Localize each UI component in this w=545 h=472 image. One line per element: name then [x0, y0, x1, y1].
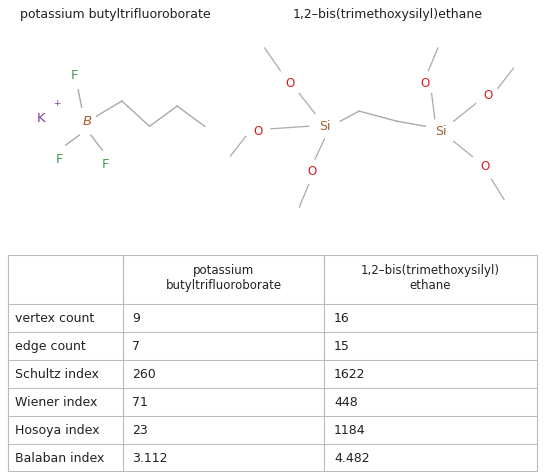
- Text: 9: 9: [132, 312, 140, 325]
- Text: O: O: [421, 77, 430, 90]
- Text: 448: 448: [334, 396, 358, 409]
- Text: 1,2–bis(trimethoxysilyl)ethane: 1,2–bis(trimethoxysilyl)ethane: [293, 8, 482, 21]
- Text: F: F: [102, 158, 110, 171]
- Text: F: F: [56, 152, 64, 166]
- Text: 23: 23: [132, 423, 148, 437]
- Text: Schultz index: Schultz index: [15, 368, 99, 380]
- Text: +: +: [53, 99, 60, 108]
- Text: vertex count: vertex count: [15, 312, 94, 325]
- Text: O: O: [254, 125, 263, 138]
- Text: 15: 15: [334, 339, 350, 353]
- Text: K: K: [37, 112, 46, 125]
- Text: Si: Si: [435, 125, 447, 138]
- Text: Hosoya index: Hosoya index: [15, 423, 99, 437]
- Text: Si: Si: [319, 120, 330, 133]
- Text: 260: 260: [132, 368, 156, 380]
- Text: 16: 16: [334, 312, 350, 325]
- Text: Wiener index: Wiener index: [15, 396, 97, 409]
- Text: edge count: edge count: [15, 339, 86, 353]
- Text: 1622: 1622: [334, 368, 366, 380]
- Text: 71: 71: [132, 396, 148, 409]
- Text: 7: 7: [132, 339, 141, 353]
- Text: O: O: [307, 165, 317, 178]
- Text: Balaban index: Balaban index: [15, 452, 104, 464]
- Text: B: B: [83, 115, 92, 128]
- Text: 4.482: 4.482: [334, 452, 370, 464]
- Text: O: O: [285, 77, 294, 90]
- Text: F: F: [71, 69, 78, 82]
- Text: potassium butyltrifluoroborate: potassium butyltrifluoroborate: [20, 8, 210, 21]
- Text: 1,2–bis(trimethoxysilyl)
ethane: 1,2–bis(trimethoxysilyl) ethane: [361, 264, 500, 292]
- Text: O: O: [483, 90, 493, 102]
- Text: potassium
butyltrifluoroborate: potassium butyltrifluoroborate: [165, 264, 282, 292]
- Text: 3.112: 3.112: [132, 452, 168, 464]
- Text: 1184: 1184: [334, 423, 366, 437]
- Text: O: O: [481, 160, 490, 173]
